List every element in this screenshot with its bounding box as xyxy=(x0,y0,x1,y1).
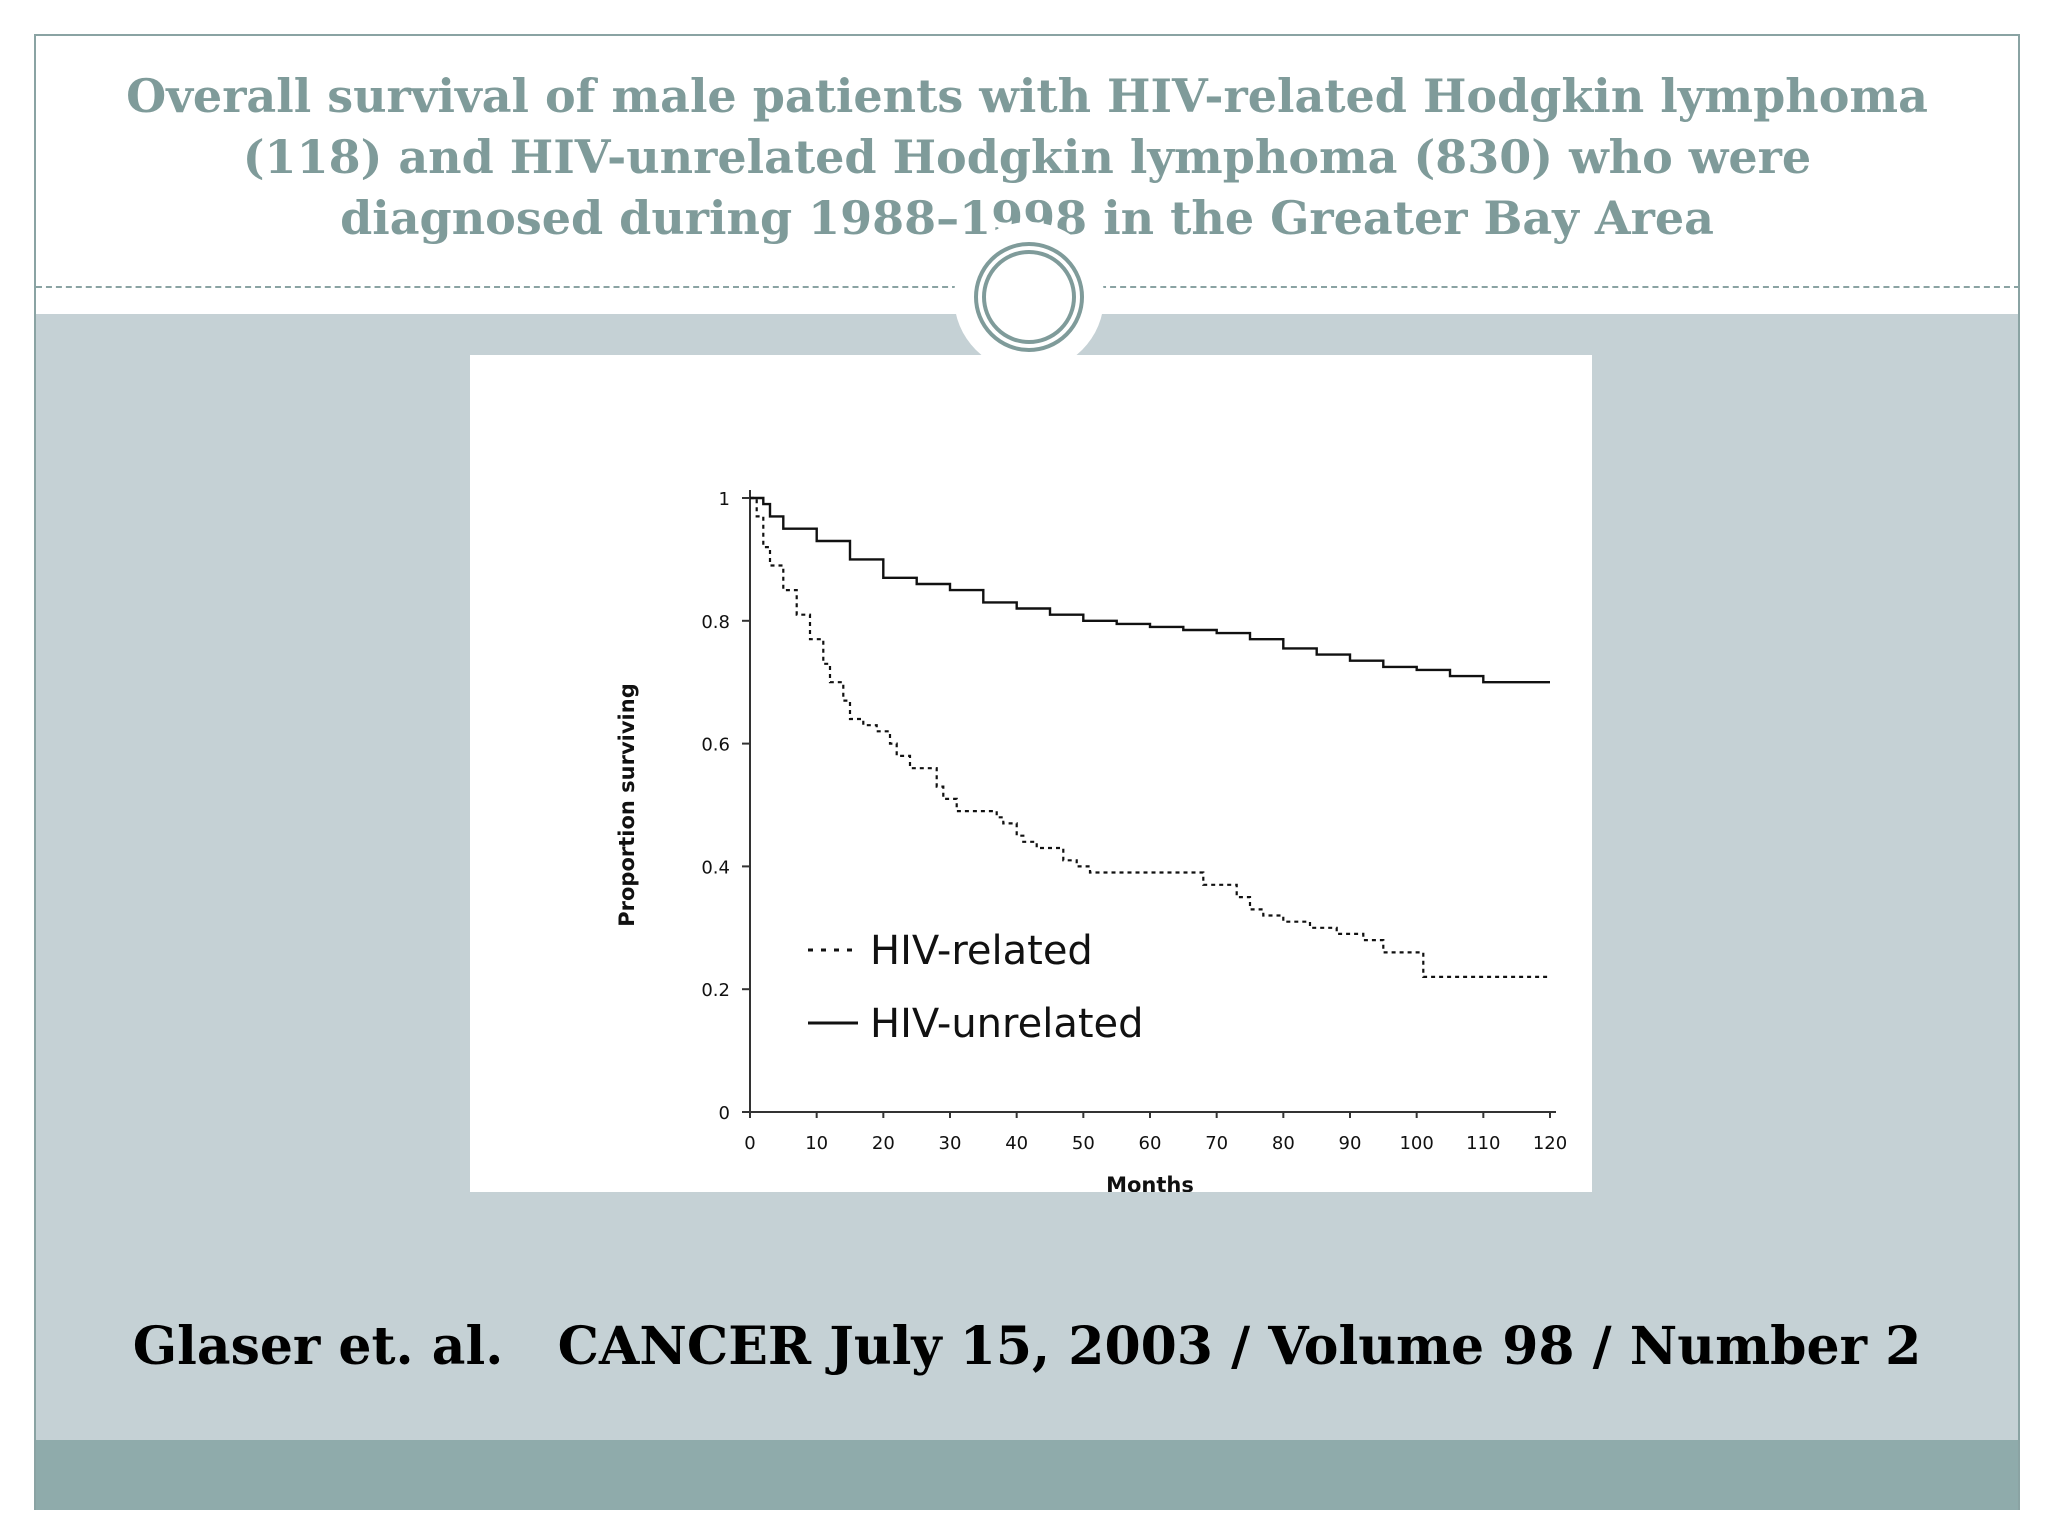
slide-title: Overall survival of male patients with H… xyxy=(126,69,1928,245)
x-axis-title: Months xyxy=(1106,1173,1194,1192)
survival-chart: 0 0.2 0.4 0.6 0.8 1 0 10 20 30 40 50 60 70 80 90 100 110 1… xyxy=(470,355,1592,1192)
x-tick-label: 40 xyxy=(1005,1133,1028,1154)
series-line-hiv-related xyxy=(750,496,1550,978)
x-tick-label: 90 xyxy=(1339,1133,1362,1154)
divider-line-left xyxy=(36,286,968,288)
y-tick-label: 0.6 xyxy=(701,735,730,756)
survival-chart-svg: 00.20.40.60.810 10 20 30 40 50 60 70 80 90 100 110 1… xyxy=(615,489,1567,1192)
x-tick-label: 50 xyxy=(1072,1133,1095,1154)
outer-ring xyxy=(974,242,1084,352)
y-axis-title: Proportion surviving xyxy=(615,683,639,926)
y-tick-label: 0 xyxy=(719,1103,730,1124)
y-tick-label: 0.8 xyxy=(701,612,730,633)
legend-label: HIV-related xyxy=(870,928,1093,974)
x-tick-label: 70 xyxy=(1205,1133,1228,1154)
x-tick-label: 110 xyxy=(1466,1133,1500,1154)
y-tick-label: 0.4 xyxy=(701,857,730,878)
y-tick-label: 1 xyxy=(719,489,730,510)
inner-ring xyxy=(982,250,1076,344)
x-tick-label: 80 xyxy=(1272,1133,1295,1154)
x-tick-label: 20 xyxy=(872,1133,895,1154)
slide-frame: Overall survival of male patients with H… xyxy=(34,34,2020,1510)
x-tick-label: 120 xyxy=(1533,1133,1567,1154)
double-ring-icon xyxy=(954,222,1104,372)
divider-line-right xyxy=(1090,286,2020,288)
series-line-hiv-unrelated xyxy=(750,496,1550,684)
x-tick-label: 100 xyxy=(1399,1133,1433,1154)
x-tick-label: 0 xyxy=(744,1133,755,1154)
x-tick-label: 10 xyxy=(805,1133,828,1154)
x-tick-label: 30 xyxy=(939,1133,962,1154)
citation: Glaser et. al. CANCER July 15, 2003 / Vo… xyxy=(132,1316,1922,1377)
y-tick-label: 0.2 xyxy=(701,980,730,1001)
legend-label: HIV-unrelated xyxy=(870,1001,1144,1047)
x-tick-label: 60 xyxy=(1139,1133,1162,1154)
footer-band xyxy=(36,1440,2018,1510)
